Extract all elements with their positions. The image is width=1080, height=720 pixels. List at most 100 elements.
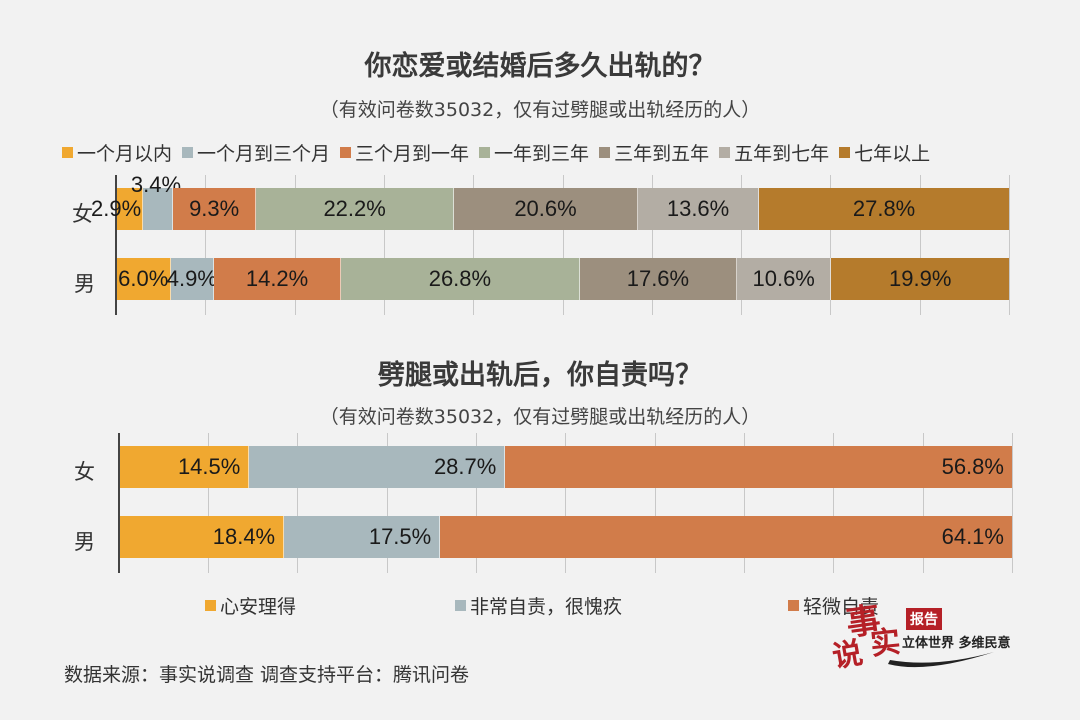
legend-swatch: [839, 147, 851, 158]
logo-slogan: 立体世界 多维民意: [902, 636, 1011, 651]
bar-segment-over-7-years: 19.9%: [831, 258, 1009, 300]
bar-segment-slightly-guilty: 64.1%: [440, 516, 1012, 558]
legend-item-very-guilty: 非常自责，很愧疚: [455, 592, 622, 619]
legend-swatch: [788, 600, 799, 611]
legend-label: 七年以上: [854, 143, 931, 165]
bar-segment-under-1-month: 2.9%: [91, 188, 143, 230]
value-label: 14.2%: [245, 266, 309, 291]
bar-segment-under-1-month: 6.0%: [117, 258, 171, 300]
value-label: 4.9%: [166, 266, 217, 291]
chart2-row-label-female: 女: [74, 460, 95, 484]
bar-segment-1-3-years: 26.8%: [340, 258, 580, 300]
value-label: 26.8%: [428, 266, 492, 291]
legend-item-1-3-months: 一个月到三个月: [182, 139, 330, 166]
bar-segment-3-months-1-year: 9.3%: [173, 188, 257, 230]
bar-segment-1-3-months: 3.4%: [131, 172, 181, 230]
legend-swatch: [182, 147, 194, 158]
legend-item-3-months-1-year: 三个月到一年: [340, 139, 469, 166]
bar-segment-3-months-1-year: 14.2%: [214, 258, 341, 300]
logo-badge: 报告: [906, 608, 942, 630]
value-label: 22.2%: [323, 196, 386, 221]
gridline: [384, 175, 385, 315]
legend-swatch: [205, 600, 216, 611]
value-label: 14.5%: [177, 454, 241, 479]
legend-label: 非常自责，很愧疚: [470, 596, 623, 618]
legend-label: 一个月以内: [77, 143, 173, 165]
gridline: [473, 175, 474, 315]
gridline: [208, 433, 209, 573]
bar-segment-5-7-years: 10.6%: [736, 258, 832, 300]
legend-swatch: [479, 147, 491, 158]
gridline: [744, 433, 745, 573]
legend-item-5-7-years: 五年到七年: [719, 139, 829, 166]
value-label: 17.6%: [626, 266, 690, 291]
gridline: [923, 433, 924, 573]
value-label: 17.5%: [368, 524, 432, 549]
gridline: [565, 433, 566, 573]
legend-swatch: [340, 147, 352, 158]
legend-label: 三个月到一年: [355, 143, 470, 165]
value-label: 2.9%: [91, 196, 142, 221]
gridline: [920, 175, 921, 315]
legend-swatch: [599, 147, 611, 158]
legend-swatch: [719, 147, 731, 158]
legend-item-slightly-guilty: 轻微自责: [788, 592, 879, 619]
legend-label: 一年到三年: [494, 143, 590, 165]
chart1-row-label-male: 男: [74, 272, 95, 296]
gridline: [387, 433, 388, 573]
chart1-y-axis: [115, 175, 117, 315]
gridline: [655, 433, 656, 573]
legend-item-1-3-years: 一年到三年: [479, 139, 589, 166]
legend-swatch: [455, 600, 466, 611]
chart1-legend: 一个月以内 一个月到三个月 三个月到一年 一年到三年 三年到五年 五年到七年 七…: [62, 139, 1042, 166]
legend-label: 五年到七年: [734, 143, 830, 165]
value-label: 9.3%: [189, 196, 240, 221]
bar-segment-1-3-years: 22.2%: [256, 188, 455, 230]
value-label: 19.9%: [889, 266, 952, 291]
chart1-bar-female: 2.9% 3.4% 9.3% 22.2% 20.6% 13.6% 27.8%: [91, 172, 1009, 230]
bar-segment-over-7-years: 27.8%: [759, 188, 1009, 230]
bar-segment-very-guilty: 28.7%: [249, 446, 506, 488]
bar-segment-very-guilty: 17.5%: [284, 516, 441, 558]
gridline: [741, 175, 742, 315]
logo-brush-stroke-icon: [888, 652, 994, 668]
legend-item-under-1-month: 一个月以内: [62, 139, 172, 166]
value-label: 13.6%: [666, 196, 730, 221]
legend-label: 三年到五年: [614, 143, 710, 165]
chart2-bar-female: 14.5% 28.7% 56.8%: [120, 446, 1012, 488]
chart2-row-label-male: 男: [74, 530, 95, 554]
chart2-subtitle: （有效问卷数35032，仅有过劈腿或出轨经历的人）: [319, 406, 761, 428]
gridline: [652, 175, 653, 315]
value-label: 20.6%: [514, 196, 577, 221]
gridline: [297, 433, 298, 573]
chart1-title: 你恋爱或结婚后多久出轨的？: [364, 51, 716, 82]
chart2-title: 劈腿或出轨后，你自责吗？: [378, 360, 702, 391]
gridline: [830, 175, 831, 315]
value-label: 56.8%: [941, 454, 1004, 479]
gridline: [1012, 433, 1013, 573]
gridline: [295, 175, 296, 315]
value-label: 18.4%: [212, 524, 276, 549]
gridline: [833, 433, 834, 573]
legend-label: 轻微自责: [803, 596, 880, 618]
data-source-footer: 数据来源：事实说调查 调查支持平台：腾讯问卷: [64, 664, 470, 686]
chart2-y-axis: [118, 433, 120, 573]
gridline: [1009, 175, 1010, 315]
gridline: [476, 433, 477, 573]
chart1-row-label-female: 女: [72, 202, 93, 226]
legend-label: 心安理得: [220, 596, 297, 618]
gridline: [563, 175, 564, 315]
value-label: 64.1%: [941, 524, 1004, 549]
legend-swatch: [62, 147, 73, 158]
bar-segment-3-5-years: 20.6%: [454, 188, 638, 230]
bar-segment-1-3-months: 4.9%: [167, 258, 217, 300]
legend-item-over-7-years: 七年以上: [839, 139, 930, 166]
value-label: 10.6%: [752, 266, 815, 291]
legend-label: 一个月到三个月: [197, 143, 331, 165]
bar-segment-slightly-guilty: 56.8%: [505, 446, 1012, 488]
bar-segment-5-7-years: 13.6%: [637, 188, 760, 230]
bar-segment-at-ease: 14.5%: [120, 446, 250, 488]
value-label: 6.0%: [118, 266, 169, 291]
gridline: [205, 175, 206, 315]
value-label: 28.7%: [433, 454, 497, 479]
